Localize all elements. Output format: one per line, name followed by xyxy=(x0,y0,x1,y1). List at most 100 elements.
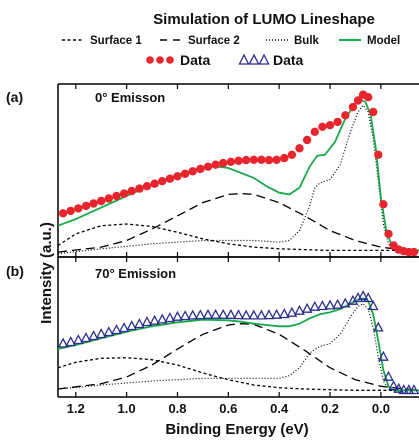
panel-tag: (b) xyxy=(6,263,24,279)
data-point xyxy=(333,117,342,127)
data-point xyxy=(226,157,236,166)
legend-marker xyxy=(166,56,174,64)
panel-label: 70° Emission xyxy=(95,266,176,281)
x-tick-label: 1.0 xyxy=(118,401,136,416)
data-point xyxy=(97,196,106,206)
panel-label: 0° Emisson xyxy=(95,90,165,105)
bulk-curve xyxy=(57,104,419,255)
plot-panels: (a) 0° Emisson (b) 70° Emission xyxy=(6,83,419,398)
data-point xyxy=(379,200,388,209)
x-tick-label: 0.6 xyxy=(219,401,237,416)
x-tick-label: 0.8 xyxy=(168,401,186,416)
legend-marker xyxy=(146,56,154,64)
data-point xyxy=(158,177,167,186)
data-point xyxy=(126,320,138,331)
data-point xyxy=(104,194,114,203)
data-point xyxy=(73,334,84,345)
data-point xyxy=(364,93,373,102)
data-point xyxy=(150,179,159,188)
model-curve xyxy=(57,98,419,252)
legend-label: Model xyxy=(367,35,400,47)
x-tick-label: 0.2 xyxy=(321,401,339,416)
data-point xyxy=(233,309,244,320)
legend-item-surface-2: Surface 2 xyxy=(160,35,240,47)
x-tick-label: 0.0 xyxy=(372,401,390,416)
data-point xyxy=(203,162,213,171)
data-point xyxy=(225,308,237,319)
data-point xyxy=(127,186,136,196)
surface2-curve xyxy=(57,323,419,391)
y-axis-label: Intensity (a.u.) xyxy=(38,222,55,324)
data-point xyxy=(302,135,312,145)
data-point xyxy=(211,160,220,169)
data-point xyxy=(187,309,199,320)
data-point xyxy=(156,313,168,324)
data-point xyxy=(362,292,374,303)
x-tick-label: 0.4 xyxy=(270,401,289,416)
legend-marker xyxy=(156,56,164,64)
data-point xyxy=(149,314,160,325)
legend-label: Surface 2 xyxy=(188,35,240,47)
surface1-curve xyxy=(57,223,419,252)
data-point xyxy=(324,299,336,310)
data-point xyxy=(164,312,176,323)
data-point xyxy=(210,308,221,319)
legend-label: Surface 1 xyxy=(90,35,142,47)
data-point xyxy=(241,155,251,165)
data-point xyxy=(257,155,266,164)
data-point xyxy=(111,324,122,335)
data-point xyxy=(393,382,404,393)
data-point xyxy=(141,316,153,327)
data-point xyxy=(240,309,252,320)
data-point xyxy=(248,309,260,320)
data-point xyxy=(398,384,410,395)
legend-label: Data xyxy=(180,52,211,68)
data-point xyxy=(202,308,214,319)
data-point xyxy=(357,290,369,301)
chart-title: Simulation of LUMO Lineshape xyxy=(153,11,375,28)
legend-item-data-circles: Data xyxy=(146,52,211,68)
surface1-curve xyxy=(57,357,419,391)
model-curve xyxy=(57,297,419,392)
data-point xyxy=(278,308,290,319)
data-point xyxy=(384,229,393,239)
data-point xyxy=(294,304,305,315)
data-point xyxy=(341,111,350,120)
data-point xyxy=(103,326,115,337)
data-point xyxy=(403,384,415,395)
data-point xyxy=(249,155,258,164)
data-point xyxy=(310,127,319,136)
data-point xyxy=(134,318,145,329)
data-point xyxy=(195,309,206,320)
data-point xyxy=(119,189,129,198)
data-point xyxy=(332,298,343,309)
data-point xyxy=(112,191,121,201)
panel-tag: (a) xyxy=(6,89,23,105)
data-point xyxy=(309,300,321,311)
x-axis-label: Binding Energy (eV) xyxy=(165,421,308,438)
data-point xyxy=(165,174,175,183)
data-point xyxy=(173,172,182,181)
legend: Surface 1 Surface 2 Bulk Model Data Data xyxy=(62,35,400,68)
data-point xyxy=(388,380,399,391)
data-point xyxy=(89,199,98,208)
legend-item-model: Model xyxy=(339,35,400,47)
data-point xyxy=(272,155,281,164)
data-point xyxy=(74,204,83,213)
x-tick-label: 1.2 xyxy=(67,401,85,416)
data-point xyxy=(271,308,282,319)
data-point xyxy=(58,209,68,218)
data-point xyxy=(234,156,243,165)
data-point xyxy=(409,247,419,257)
data-point xyxy=(135,184,144,193)
data-point xyxy=(374,150,383,159)
data-point xyxy=(286,306,298,317)
data-point xyxy=(196,164,205,174)
data-point xyxy=(264,155,274,165)
data-point xyxy=(408,384,419,395)
surface2-curve xyxy=(57,192,419,253)
data-point xyxy=(172,310,183,321)
data-point xyxy=(217,308,229,319)
data-point xyxy=(318,122,327,131)
data-point xyxy=(367,300,379,311)
